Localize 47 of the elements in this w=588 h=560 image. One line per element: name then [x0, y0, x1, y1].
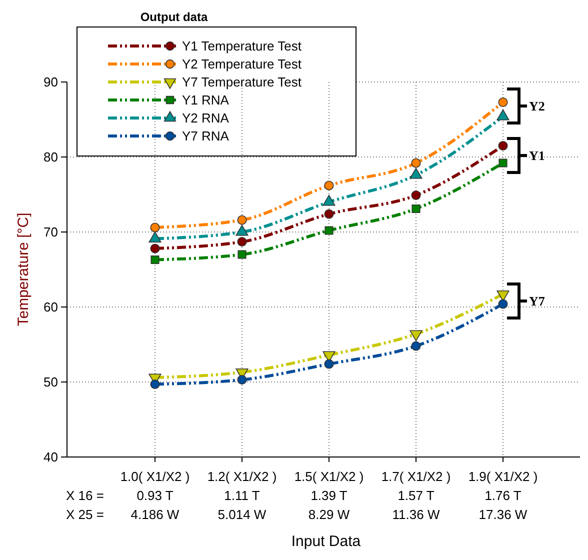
annotation: Y2: [529, 98, 545, 114]
point: [498, 140, 508, 151]
legend-label: Y7 RNA: [182, 128, 230, 144]
annotation: Y7: [529, 294, 546, 309]
point: [411, 341, 421, 351]
y-tick-label: 70: [44, 224, 58, 240]
point: [324, 180, 334, 190]
text: X 25 =: [66, 507, 104, 522]
point: [237, 215, 247, 225]
point: [498, 158, 508, 168]
x-tick-label: 1.2( X1/X2 ) 1.11 T 5.014 W: [207, 469, 277, 522]
point: [498, 299, 508, 309]
point: [150, 222, 160, 232]
legend-label: Y2 Temperature Test: [182, 56, 302, 72]
x-tick-label: 1.5( X1/X2 ) 1.39 T 8.29 W: [294, 469, 364, 522]
y-tick-label: 80: [44, 150, 58, 165]
y-tick-label: 90: [44, 74, 58, 90]
point: [324, 209, 334, 219]
point: [150, 244, 160, 254]
y-tick-label: 50: [44, 374, 58, 390]
x-axis-title: Input Data: [291, 533, 362, 550]
point: [410, 330, 422, 342]
annotation: Y1: [529, 148, 545, 164]
point: [498, 97, 508, 108]
point: [237, 236, 247, 247]
point: [324, 359, 334, 369]
legend-label: Y1 Temperature Test: [182, 38, 302, 54]
y-axis-title: Temperature [°C]: [15, 212, 32, 326]
point: [150, 379, 160, 390]
y-tick-label: 60: [44, 300, 58, 315]
point: [496, 109, 510, 120]
point: [237, 374, 247, 385]
point: [238, 250, 246, 259]
x-tick-label: 1.0( X1/X2 ) 0.93 T 4.186 W: [120, 469, 190, 522]
point: [150, 255, 160, 264]
point: [412, 204, 420, 214]
point: [411, 190, 421, 200]
legend-label: Y7 Temperature Test: [182, 74, 302, 90]
y-tick-label: 40: [44, 450, 58, 465]
legend-label: Y1 RNA: [182, 92, 230, 108]
legend-title: Output data: [140, 10, 208, 24]
legend-label: Y2 RNA: [182, 110, 230, 126]
point: [411, 158, 421, 168]
x-tick-label: 1.7( X1/X2 ) 1.57 T 11.36 W: [381, 469, 451, 522]
x-tick-label: 1.9( X1/X2 ) 1.76 T 17.36 W: [468, 469, 538, 522]
text: X 16 =: [66, 488, 104, 503]
point: [324, 226, 334, 235]
